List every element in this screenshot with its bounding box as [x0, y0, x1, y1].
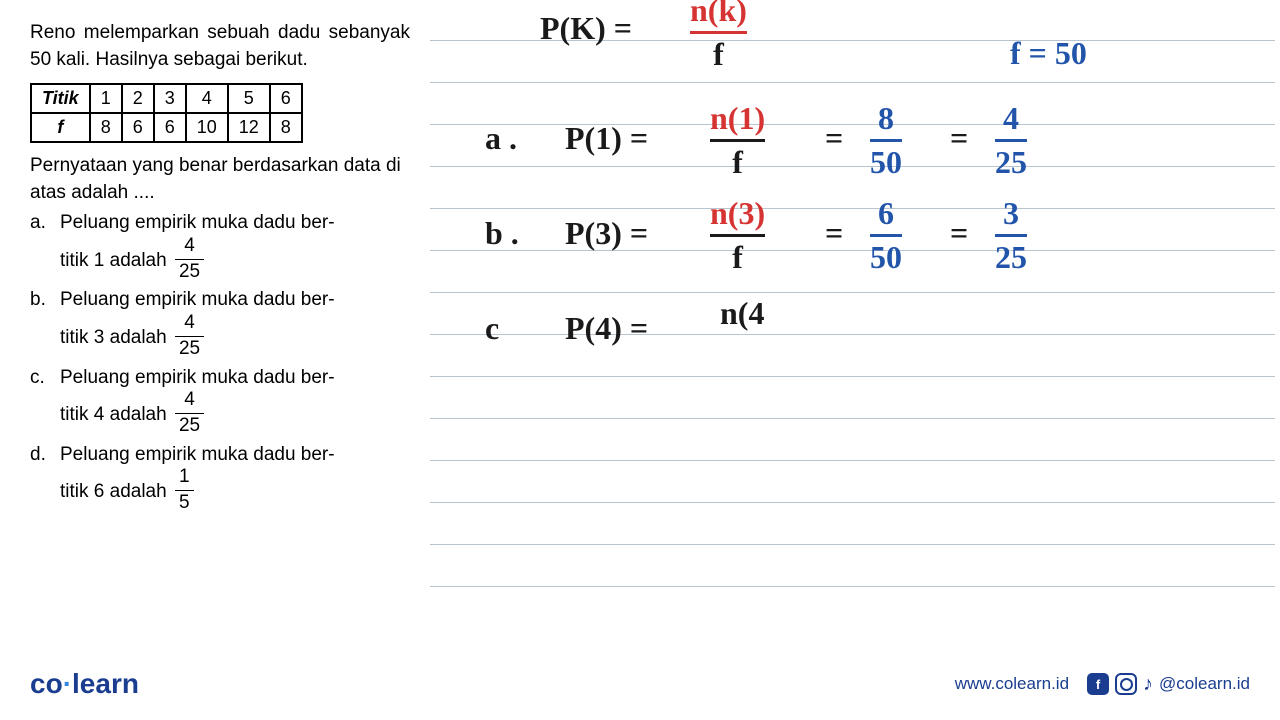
formula-lhs: P(K) = — [540, 10, 632, 47]
table-titik-2: 3 — [154, 84, 186, 113]
table-titik-0: 1 — [90, 84, 122, 113]
handwriting-panel: P(K) = n(k) f f = 50 a . P(1) = n(1) f =… — [430, 0, 1275, 590]
option-d: d. Peluang empirik muka dadu ber- titik … — [30, 443, 410, 518]
table-titik-1: 2 — [122, 84, 154, 113]
footer: co·learn www.colearn.id f ♪ @colearn.id — [30, 668, 1250, 700]
option-c: c. Peluang empirik muka dadu ber- titik … — [30, 366, 410, 441]
problem-intro: Reno melemparkan sebuah dadu sebanyak 50… — [30, 20, 410, 73]
footer-right: www.colearn.id f ♪ @colearn.id — [955, 673, 1250, 696]
table-freq-4: 12 — [228, 113, 270, 142]
table-freq-3: 10 — [186, 113, 228, 142]
table-freq-label: f — [31, 113, 90, 142]
ruled-background — [430, 0, 1275, 590]
f-equals: f = 50 — [1010, 35, 1087, 72]
instagram-icon — [1115, 673, 1137, 695]
row-b-frac1: n(3) f — [710, 195, 765, 276]
option-b: b. Peluang empirik muka dadu ber- titik … — [30, 288, 410, 363]
row-b-p: P(3) = — [565, 215, 648, 252]
formula-frac: n(k) f — [690, 0, 747, 73]
row-c-p: P(4) = — [565, 310, 648, 347]
row-a-label: a . — [485, 120, 517, 157]
row-b-frac2: 6 50 — [870, 195, 902, 276]
problem-panel: Reno melemparkan sebuah dadu sebanyak 50… — [30, 20, 410, 520]
facebook-icon: f — [1087, 673, 1109, 695]
footer-url: www.colearn.id — [955, 674, 1069, 694]
row-a-p: P(1) = — [565, 120, 648, 157]
table-freq-5: 8 — [270, 113, 302, 142]
row-c-label: c — [485, 310, 499, 347]
table-freq-1: 6 — [122, 113, 154, 142]
options-list: a. Peluang empirik muka dadu ber- titik … — [30, 211, 410, 517]
row-a-frac3: 4 25 — [995, 100, 1027, 181]
row-b-eq2: = — [950, 215, 968, 252]
problem-statement: Pernyataan yang benar berdasarkan data d… — [30, 153, 410, 206]
row-b-label: b . — [485, 215, 519, 252]
row-a-eq1: = — [825, 120, 843, 157]
row-c-partial: n(4 — [720, 295, 764, 332]
data-table: Titik 1 2 3 4 5 6 f 8 6 6 10 12 8 — [30, 83, 303, 143]
table-header-label: Titik — [31, 84, 90, 113]
row-b-frac3: 3 25 — [995, 195, 1027, 276]
table-titik-5: 6 — [270, 84, 302, 113]
social-icons: f ♪ @colearn.id — [1087, 673, 1250, 696]
row-a-frac1: n(1) f — [710, 100, 765, 181]
table-freq-0: 8 — [90, 113, 122, 142]
footer-handle: @colearn.id — [1159, 674, 1250, 694]
table-titik-4: 5 — [228, 84, 270, 113]
row-a-eq2: = — [950, 120, 968, 157]
table-freq-2: 6 — [154, 113, 186, 142]
tiktok-icon: ♪ — [1143, 673, 1153, 696]
row-b-eq1: = — [825, 215, 843, 252]
table-titik-3: 4 — [186, 84, 228, 113]
logo: co·learn — [30, 668, 139, 700]
row-a-frac2: 8 50 — [870, 100, 902, 181]
option-a: a. Peluang empirik muka dadu ber- titik … — [30, 211, 410, 286]
